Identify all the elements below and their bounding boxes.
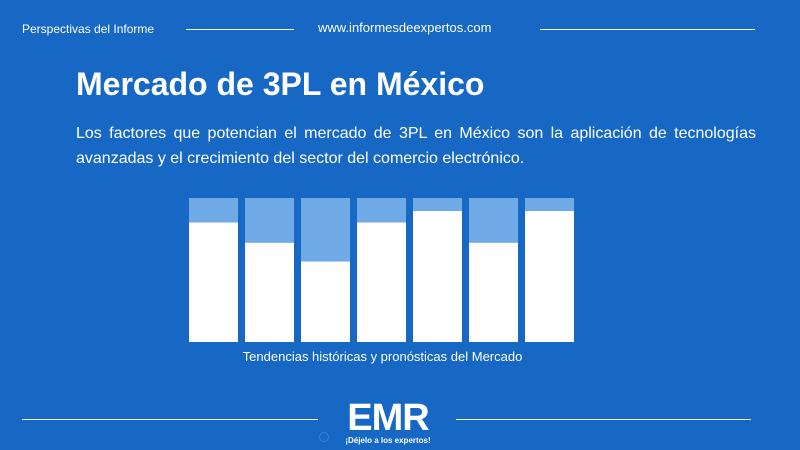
chart-bar-2-segment-2 (245, 198, 294, 243)
header-divider-right (540, 29, 755, 30)
page-description: Los factores que potencian el mercado de… (76, 125, 756, 167)
chart-bar-3-segment-1 (301, 261, 350, 342)
chart-bar-4-segment-1 (357, 222, 406, 342)
chart-bar-3-segment-2 (301, 198, 350, 262)
chart-caption: Tendencias históricas y pronósticas del … (242, 349, 523, 364)
chart-bar-6-segment-2 (469, 198, 518, 243)
chart-bar-1-segment-1 (189, 222, 238, 342)
chart-bar-5-segment-1 (413, 210, 462, 342)
header-divider-left (186, 29, 294, 30)
report-label: Perspectivas del Informe (22, 22, 155, 36)
chart-bar-5-segment-2 (413, 198, 462, 211)
market-trend-chart (189, 198, 576, 342)
footer-divider-right (456, 419, 751, 420)
chart-bar-4-segment-2 (357, 198, 406, 223)
emr-logo[interactable]: EMR ¡Déjelo a los expertos! (319, 397, 439, 450)
page-title: Mercado de 3PL en México (76, 66, 485, 102)
logo-mark: EMR (347, 397, 429, 439)
chart-bar-6-segment-1 (469, 242, 518, 342)
website-url[interactable]: www.informesdeexpertos.com (318, 20, 492, 35)
logo-dot-icon (319, 432, 329, 442)
chart-canvas (189, 198, 574, 342)
chart-bar-7-segment-1 (525, 210, 574, 342)
chart-bar-7-segment-2 (525, 198, 574, 211)
chart-bar-1-segment-2 (189, 198, 238, 223)
footer-divider-left (22, 419, 318, 420)
logo-tagline: ¡Déjelo a los expertos! (345, 436, 431, 445)
chart-bar-2-segment-1 (245, 242, 294, 342)
